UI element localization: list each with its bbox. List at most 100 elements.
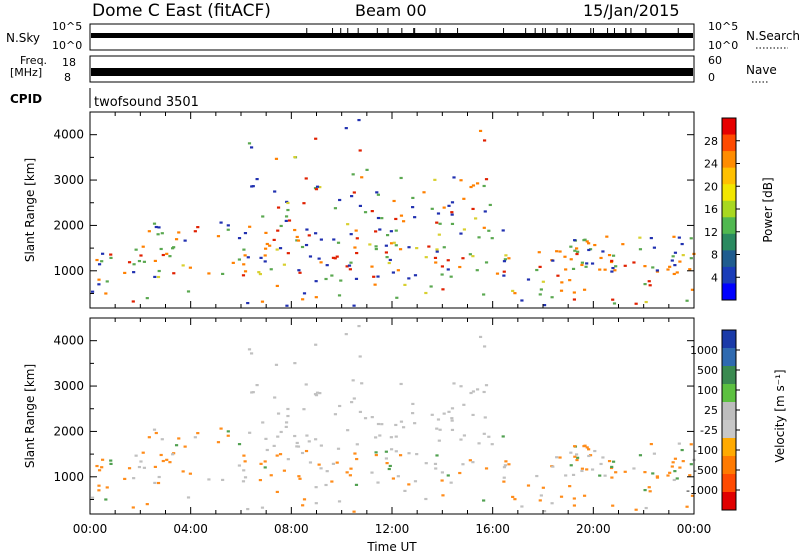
- velocity-cell: [585, 446, 589, 449]
- power-cell: [610, 259, 614, 262]
- velocity-cell: [651, 472, 655, 475]
- velocity-cell: [447, 410, 451, 413]
- velocity-cell: [177, 437, 181, 440]
- power-cell: [157, 226, 161, 229]
- power-cell: [207, 272, 211, 275]
- power-cell: [580, 263, 584, 267]
- power-cell: [401, 220, 406, 223]
- nave-top-tick: 60: [708, 54, 722, 67]
- power-cell: [607, 253, 612, 257]
- power-cell: [442, 246, 446, 249]
- velocity-cell: [295, 445, 299, 448]
- velocity-cell: [689, 443, 693, 446]
- velocity-cell: [265, 448, 269, 452]
- velocity-cell: [559, 495, 564, 498]
- power-cell: [673, 264, 677, 267]
- velocity-cell: [226, 430, 230, 433]
- velocity-cell: [572, 504, 577, 507]
- velocity-cell: [652, 452, 656, 455]
- power-cell: [255, 178, 259, 181]
- power-cell: [389, 230, 393, 233]
- velocity-cell: [666, 474, 670, 477]
- power-cell: [644, 300, 648, 304]
- power-y-axis: 1000 2000 3000 4000: [53, 111, 694, 294]
- velocity-cell: [673, 470, 677, 473]
- power-cell: [188, 266, 192, 269]
- colorbar-swatch: [722, 134, 736, 152]
- colorbar-swatch: [722, 184, 736, 202]
- power-cell: [161, 253, 165, 257]
- colorbar-swatch: [722, 402, 736, 421]
- power-cell: [181, 264, 185, 267]
- power-cell: [611, 254, 616, 257]
- power-cell: [261, 215, 265, 218]
- power-cell: [413, 274, 418, 277]
- power-cell: [573, 239, 577, 242]
- power-cell: [349, 233, 353, 236]
- power-cell: [613, 269, 617, 272]
- velocity-cell: [688, 474, 692, 477]
- power-cell: [159, 247, 163, 251]
- power-cell: [384, 251, 388, 254]
- power-cell: [611, 266, 615, 270]
- nsky-panel: [89, 23, 695, 51]
- power-cell: [482, 226, 486, 229]
- power-cell: [655, 270, 660, 273]
- velocity-cell: [484, 467, 489, 470]
- nsearch-bottom-tick: 10^0: [708, 39, 738, 52]
- power-cell: [105, 280, 109, 283]
- colorbar-tick-label: 20: [704, 180, 718, 193]
- velocity-cell: [302, 408, 306, 411]
- velocity-cell: [520, 505, 524, 508]
- velocity-cell: [413, 422, 417, 425]
- velocity-cell: [539, 494, 543, 497]
- power-cell: [264, 231, 268, 234]
- power-cell: [278, 247, 283, 250]
- power-cell: [538, 265, 542, 268]
- velocity-cell: [503, 464, 507, 467]
- velocity-cell: [394, 450, 398, 453]
- velocity-cell: [123, 477, 127, 481]
- velocity-cell: [685, 505, 689, 508]
- velocity-cell: [374, 436, 378, 439]
- power-cell: [450, 222, 455, 226]
- velocity-cell: [243, 460, 247, 463]
- power-cell: [301, 298, 305, 301]
- power-cell: [376, 216, 381, 220]
- velocity-cell: [638, 454, 643, 457]
- velocity-cell: [193, 436, 197, 439]
- velocity-cell: [380, 423, 384, 426]
- power-cell: [380, 217, 384, 220]
- freq-bottom-tick: 8: [64, 71, 71, 84]
- velocity-cell: [284, 425, 288, 429]
- y-tick-label: 2000: [53, 424, 84, 438]
- power-cell: [555, 250, 559, 253]
- power-cell: [295, 239, 299, 242]
- freq-band: [91, 68, 693, 76]
- power-cell: [193, 230, 197, 233]
- power-cell: [490, 237, 494, 240]
- power-cell: [605, 235, 609, 238]
- power-cell: [324, 277, 328, 281]
- beam-label: Beam 00: [355, 1, 427, 20]
- power-cell: [109, 253, 113, 256]
- power-cell: [475, 182, 480, 185]
- power-cell: [274, 157, 279, 160]
- power-cell: [174, 238, 179, 241]
- velocity-cell: [435, 427, 439, 430]
- power-cell: [569, 245, 573, 248]
- power-cell: [440, 273, 444, 276]
- colorbar-swatch: [722, 217, 736, 235]
- velocity-cell: [142, 466, 147, 469]
- power-cell: [237, 237, 242, 240]
- power-cell: [97, 278, 101, 281]
- power-colorbar: 28 24 20 16 12 8 4: [704, 117, 740, 301]
- power-cell: [307, 234, 311, 237]
- power-cell: [168, 255, 172, 258]
- power-cell: [688, 268, 692, 271]
- colorbar-tick-label: 16: [704, 203, 718, 216]
- power-cell: [295, 235, 299, 239]
- velocity-cell: [90, 496, 95, 499]
- velocity-cell: [346, 429, 350, 432]
- power-cell: [282, 263, 287, 266]
